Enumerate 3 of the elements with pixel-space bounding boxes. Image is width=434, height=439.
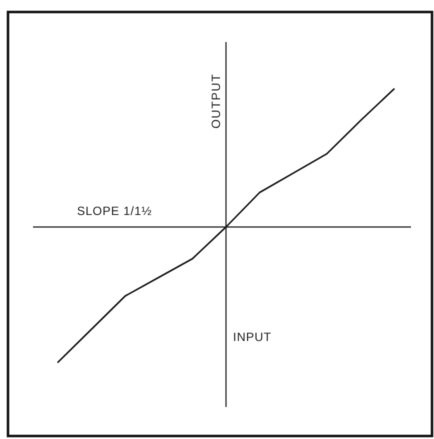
x-axis-title: INPUT — [233, 330, 272, 344]
annotation: SLOPE 1/1½ — [77, 204, 152, 218]
y-axis-title: OUTPUT — [209, 73, 223, 129]
